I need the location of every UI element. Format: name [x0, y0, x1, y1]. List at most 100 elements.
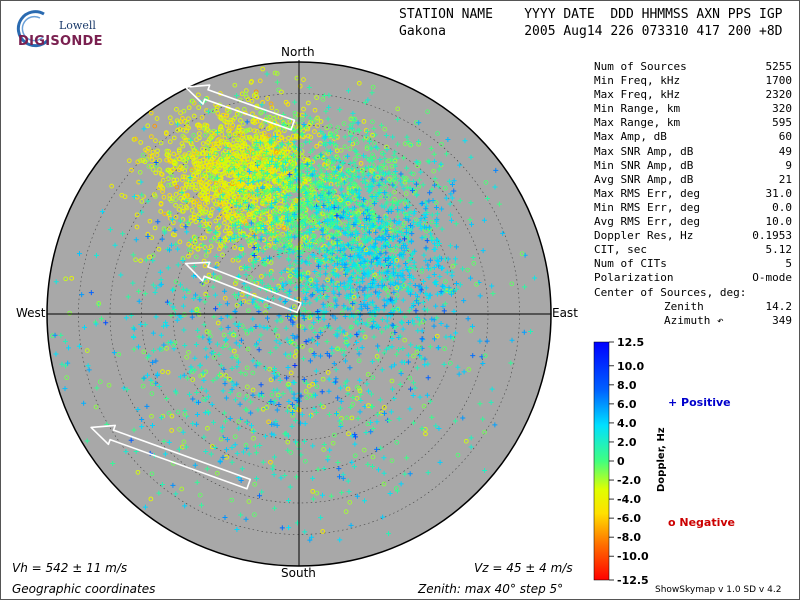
stat-row: Max SNR Amp, dB 49 — [594, 145, 792, 159]
source-point-negative — [289, 177, 295, 183]
source-point-negative — [247, 212, 252, 218]
source-point-positive — [237, 203, 243, 209]
stat-label: Min Freq, kHz — [594, 74, 681, 88]
source-point-negative — [313, 117, 319, 122]
source-point-negative — [149, 134, 154, 140]
source-point-positive — [216, 222, 222, 228]
source-point-negative — [382, 126, 388, 132]
source-point-negative — [247, 175, 253, 181]
source-point-positive — [292, 99, 298, 105]
zenith-scale-label: Zenith: max 40° step 5° — [418, 582, 564, 596]
source-point-positive — [234, 93, 240, 99]
source-point-negative — [361, 119, 367, 124]
source-point-negative — [280, 231, 286, 237]
source-point-negative — [135, 159, 141, 165]
source-point-negative — [157, 158, 162, 163]
source-point-positive — [235, 219, 241, 225]
source-point-positive — [323, 108, 329, 114]
source-point-negative — [205, 167, 211, 173]
source-point-positive — [381, 151, 387, 157]
source-point-positive — [300, 225, 306, 231]
source-point-positive — [316, 163, 322, 169]
source-point-negative — [178, 119, 183, 125]
source-point-negative — [368, 198, 374, 204]
source-point-negative — [167, 115, 173, 121]
source-point-positive — [340, 160, 346, 166]
stat-label: Center of Sources, deg: — [594, 285, 747, 299]
source-point-negative — [230, 122, 235, 128]
source-point-negative — [147, 254, 152, 260]
source-point-negative — [209, 174, 215, 180]
source-point-positive — [308, 204, 314, 210]
source-point-negative — [202, 193, 208, 199]
source-point-negative — [208, 238, 214, 244]
source-point-negative — [276, 126, 281, 131]
source-point-negative — [370, 119, 375, 125]
source-point-positive — [362, 176, 368, 182]
source-point-negative — [244, 127, 250, 133]
source-point-negative — [173, 214, 179, 220]
source-point-positive — [352, 147, 358, 153]
source-point-positive — [338, 187, 344, 193]
source-point-negative — [255, 229, 260, 234]
source-point-negative — [358, 207, 364, 213]
source-point-negative — [275, 179, 280, 185]
source-point-negative — [150, 167, 156, 172]
source-point-negative — [248, 197, 254, 203]
source-point-negative — [159, 184, 164, 189]
source-point-negative — [249, 98, 255, 104]
source-point-negative — [186, 150, 192, 156]
source-point-negative — [200, 177, 206, 182]
source-point-positive — [351, 211, 357, 217]
source-point-negative — [140, 152, 146, 158]
source-point-negative — [264, 114, 270, 120]
source-point-negative — [269, 149, 274, 155]
source-point-positive — [274, 79, 280, 85]
source-point-positive — [275, 219, 281, 225]
source-point-negative — [279, 276, 284, 282]
source-point-negative — [352, 236, 358, 242]
source-point-negative — [209, 135, 215, 140]
source-point-negative — [176, 147, 182, 153]
source-point-negative — [299, 142, 305, 148]
source-point-positive — [287, 263, 293, 269]
source-point-positive — [260, 248, 266, 254]
source-point-negative — [465, 267, 471, 273]
source-point-positive — [250, 179, 256, 185]
source-point-negative — [314, 95, 319, 100]
source-point-negative — [206, 272, 212, 278]
source-point-negative — [292, 219, 297, 225]
source-point-positive — [324, 177, 330, 183]
source-point-negative — [214, 104, 220, 110]
source-point-positive — [327, 148, 333, 154]
source-point-negative — [285, 101, 291, 107]
source-point-positive — [365, 97, 371, 103]
stat-row: Max Freq, kHz 2320 — [594, 88, 792, 102]
source-point-negative — [301, 77, 306, 82]
source-point-positive — [250, 178, 256, 184]
source-point-positive — [326, 104, 332, 110]
source-point-negative — [196, 160, 201, 166]
source-point-positive — [303, 139, 309, 145]
source-point-negative — [273, 126, 279, 132]
source-point-negative — [208, 210, 214, 216]
colorbar-tick-label: 4.0 — [617, 417, 637, 430]
stat-label: Min SNR Amp, dB — [594, 158, 694, 172]
source-point-negative — [194, 150, 200, 156]
source-point-negative — [320, 96, 326, 102]
source-point-positive — [333, 168, 339, 174]
source-point-negative — [244, 193, 249, 199]
source-point-negative — [307, 200, 313, 206]
source-point-positive — [338, 204, 344, 210]
source-point-positive — [404, 134, 410, 140]
source-point-negative — [268, 123, 274, 129]
source-point-negative — [256, 256, 262, 261]
source-point-negative — [352, 156, 358, 162]
source-point-negative — [203, 253, 209, 258]
horizontal-velocity: Vh = 542 ± 11 m/s — [12, 561, 128, 575]
source-point-positive — [276, 155, 282, 161]
source-point-negative — [368, 167, 374, 173]
source-point-negative — [218, 124, 223, 130]
source-point-negative — [265, 220, 270, 226]
